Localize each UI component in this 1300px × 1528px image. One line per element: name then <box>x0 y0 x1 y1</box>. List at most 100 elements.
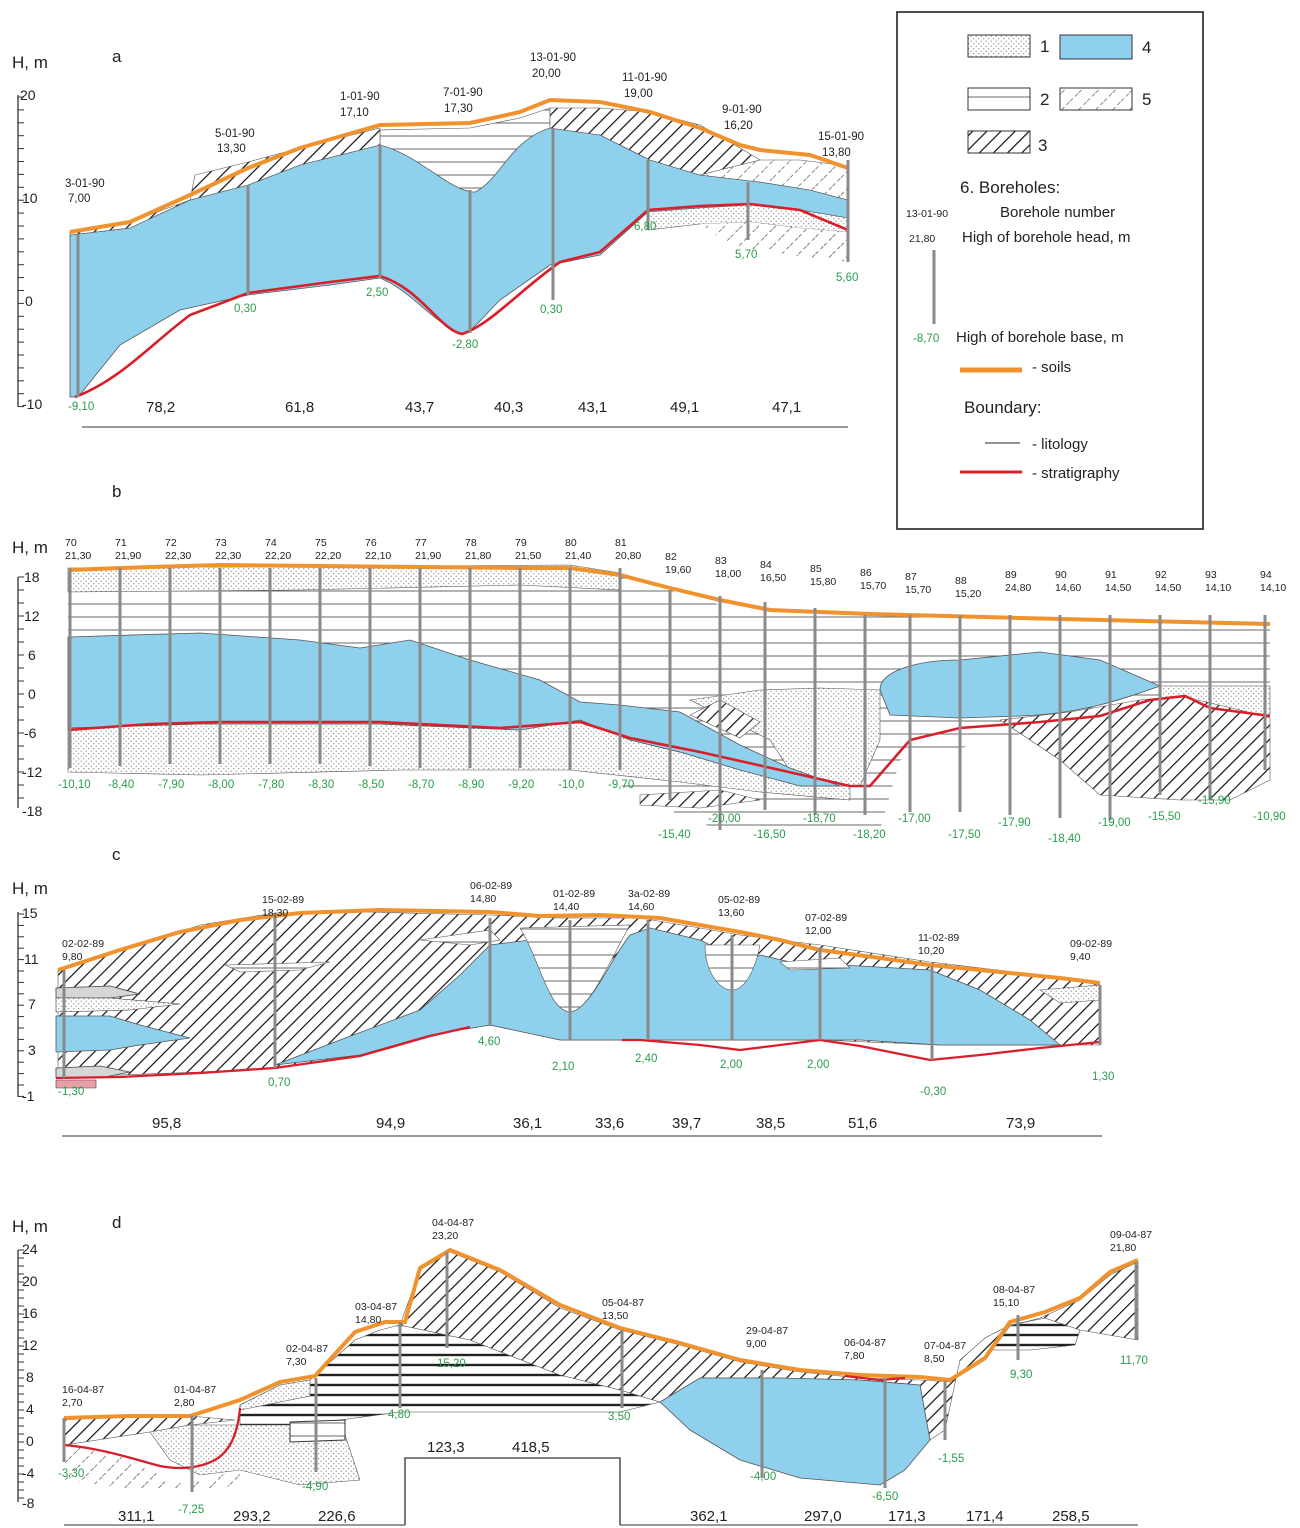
legend-borehole-number-label: Borehole number <box>1000 204 1115 221</box>
section-a-ytick: 0 <box>25 293 33 309</box>
section-c-axis-ticks <box>18 913 24 1097</box>
bh-base: -1,55 <box>938 1453 964 1465</box>
bh-head: 15,10 <box>993 1297 1019 1309</box>
bh-id: 11-01-90 <box>622 72 667 84</box>
bh-head: 18,30 <box>262 907 288 919</box>
section-c-left-band-1 <box>55 985 141 999</box>
section-a-axis-ticks <box>18 96 24 408</box>
section-a-clay-wedge <box>379 107 551 193</box>
bh-id: 72 <box>165 537 177 549</box>
bh-id: 83 <box>715 555 727 567</box>
section-c-stratigraphy-boundary-2 <box>622 1038 1101 1062</box>
section-d-water <box>659 1377 931 1486</box>
bh-head: 14,60 <box>1055 582 1081 594</box>
bh-base: -10,90 <box>1253 811 1286 823</box>
bh-base: 15,20 <box>437 1358 466 1370</box>
section-b-axis-ticks <box>18 576 24 799</box>
bh-base: -0,30 <box>920 1086 946 1098</box>
legend-swatch-5 <box>1059 87 1133 111</box>
bh-id: 3a-02-89 <box>628 888 670 900</box>
legend-num-1: 1 <box>1040 37 1049 56</box>
bh-base: 2,10 <box>552 1061 574 1073</box>
bh-base: 2,00 <box>807 1059 829 1071</box>
bh-head: 14,80 <box>470 893 496 905</box>
bh-base: -2,80 <box>452 339 478 351</box>
section-b-ytick: -6 <box>24 725 37 741</box>
bh-base: 5,60 <box>836 272 858 284</box>
bh-base: 2,40 <box>635 1053 657 1065</box>
section-a-stratigraphy-boundary <box>74 202 849 399</box>
distance-label: 171,3 <box>888 1508 926 1525</box>
legend-swatch-4 <box>1059 34 1133 60</box>
bh-head: 21,50 <box>515 550 541 562</box>
bh-base: -10,0 <box>558 779 584 791</box>
bh-head: 15,70 <box>860 580 886 592</box>
bh-id: 3-01-90 <box>65 178 105 190</box>
bh-head: 2,70 <box>62 1397 83 1409</box>
section-d-letter: d <box>112 1213 121 1232</box>
distance-label: 418,5 <box>512 1439 550 1456</box>
bh-id: 81 <box>615 537 627 549</box>
distance-label: 61,8 <box>285 399 314 416</box>
bh-head: 24,80 <box>1005 582 1031 594</box>
legend-swatch-1 <box>967 34 1031 58</box>
bh-head: 14,50 <box>1105 582 1131 594</box>
section-b-letter: b <box>112 482 121 501</box>
legend-soils-label: - soils <box>1032 359 1071 376</box>
bh-id: 29-04-87 <box>746 1325 788 1337</box>
distance-label: 258,5 <box>1052 1508 1090 1525</box>
bh-head: 18,00 <box>715 568 741 580</box>
section-b-hatched-right <box>999 695 1271 801</box>
distance-label: 51,6 <box>848 1115 877 1132</box>
bh-id: 71 <box>115 537 127 549</box>
bh-id: 07-02-89 <box>805 912 847 924</box>
bh-id: 06-02-89 <box>470 880 512 892</box>
bh-id: 77 <box>415 537 427 549</box>
bh-head: 22,20 <box>315 550 341 562</box>
bh-head: 15,70 <box>905 584 931 596</box>
bh-head: 9,00 <box>746 1338 767 1350</box>
legend-litology-label: - litology <box>1032 436 1088 453</box>
bh-head: 21,80 <box>465 550 491 562</box>
bh-base: -8,40 <box>108 779 134 791</box>
bh-base: -17,90 <box>998 817 1031 829</box>
bh-id: 74 <box>265 537 277 549</box>
distance-label: 362,1 <box>690 1508 728 1525</box>
bh-base: -19,00 <box>1098 817 1131 829</box>
section-b-ytick: -18 <box>22 803 42 819</box>
section-c-ytick: 11 <box>24 951 39 967</box>
legend-example-base: -8,70 <box>913 333 939 345</box>
bh-base: 2,00 <box>720 1059 742 1071</box>
section-c-ytick: 3 <box>28 1042 36 1058</box>
bh-head: 19,60 <box>665 564 691 576</box>
bh-base: -17,00 <box>898 813 931 825</box>
bh-head: 13,30 <box>217 143 246 155</box>
bh-base: 5,70 <box>735 249 757 261</box>
section-b-ytick: 6 <box>28 647 36 663</box>
bh-head: 14,40 <box>553 901 579 913</box>
bh-id: 9-01-90 <box>722 104 762 116</box>
bh-head: 16,20 <box>724 120 753 132</box>
bh-head: 14,10 <box>1260 582 1286 594</box>
bh-id: 86 <box>860 567 872 579</box>
bh-id: 09-02-89 <box>1070 938 1112 950</box>
section-d-ytick: 8 <box>26 1369 34 1385</box>
section-b-ytick: -12 <box>22 764 42 780</box>
bh-id: 88 <box>955 575 967 587</box>
section-c-ytick: -1 <box>22 1088 35 1104</box>
bh-base: -20,00 <box>708 813 741 825</box>
distance-label: 39,7 <box>672 1115 701 1132</box>
bh-id: 80 <box>565 537 577 549</box>
distance-label: 171,4 <box>966 1508 1004 1525</box>
section-b-stratigraphy-boundary <box>67 694 1271 788</box>
bh-head: 14,80 <box>355 1314 381 1326</box>
bh-base: -8,70 <box>408 779 434 791</box>
section-d-stratigraphy-boundary-2 <box>844 1374 906 1382</box>
bh-head: 17,10 <box>340 107 369 119</box>
distance-label: 95,8 <box>152 1115 181 1132</box>
section-c: H, m c 15 11 7 3 -1 02-02-899,80 -1,30 15-… <box>12 845 1114 1137</box>
section-d-gap-frame <box>404 1457 621 1525</box>
legend-example-number: 13-01-90 <box>906 208 948 220</box>
section-d-axis-ticks <box>18 1249 24 1499</box>
bh-id: 73 <box>215 537 227 549</box>
